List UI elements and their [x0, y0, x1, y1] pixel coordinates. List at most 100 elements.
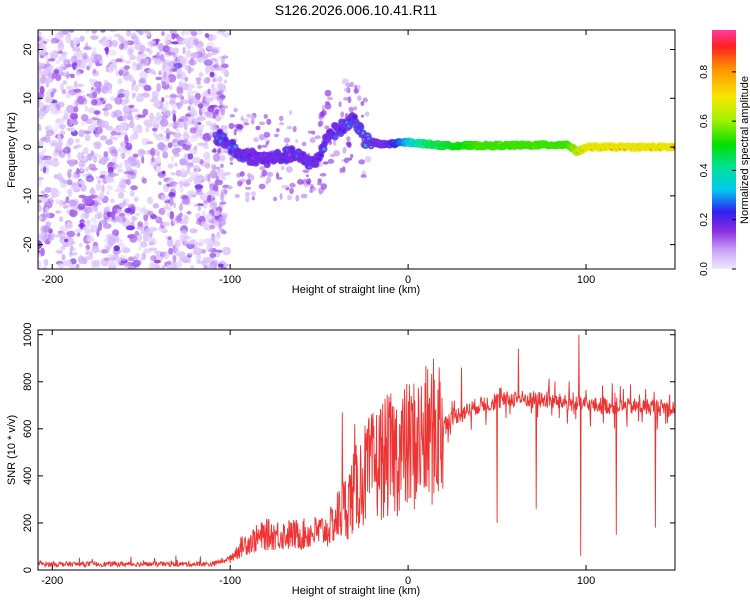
- noise-blob: [103, 151, 109, 158]
- noise-blob: [39, 62, 46, 67]
- noise-blob: [110, 256, 117, 262]
- noise-blob: [75, 144, 82, 148]
- noise-blob: [69, 209, 78, 218]
- noise-blob: [69, 249, 73, 258]
- noise-blob: [209, 224, 216, 230]
- halo-blob: [233, 107, 238, 113]
- noise-blob: [183, 215, 189, 224]
- noise-blob: [49, 50, 58, 59]
- halo-blob: [289, 187, 294, 195]
- halo-blob: [276, 176, 283, 180]
- noise-blob: [152, 103, 160, 107]
- noise-blob: [59, 124, 66, 130]
- noise-blob: [128, 256, 135, 262]
- noise-blob: [111, 157, 117, 164]
- halo-blob: [233, 128, 237, 136]
- noise-blob: [181, 99, 190, 104]
- noise-blob: [198, 103, 204, 109]
- snr-y-axis: 0 200 400 600 800 1000: [22, 322, 675, 573]
- noise-blob: [77, 53, 83, 60]
- halo-blob: [214, 115, 222, 122]
- noise-blob: [222, 32, 231, 38]
- noise-blob: [174, 239, 180, 249]
- noise-blob: [70, 182, 80, 192]
- noise-blob: [135, 94, 143, 103]
- noise-blob: [102, 223, 112, 229]
- noise-blob: [156, 83, 162, 92]
- halo-blob: [364, 156, 372, 163]
- halo-blob: [261, 169, 268, 177]
- halo-blob: [353, 106, 358, 111]
- noise-blob: [41, 148, 47, 154]
- noise-blob: [176, 37, 185, 41]
- halo-blob: [301, 141, 307, 147]
- noise-blob: [197, 142, 207, 146]
- noise-blob: [176, 88, 184, 96]
- noise-blob: [195, 164, 200, 172]
- noise-blob: [152, 122, 160, 129]
- noise-blob: [178, 122, 185, 129]
- noise-blob: [115, 69, 120, 77]
- noise-blob: [38, 41, 46, 50]
- noise-blob: [101, 39, 110, 47]
- noise-blob: [122, 216, 127, 223]
- x-tick-label: -100: [219, 575, 241, 587]
- noise-blob: [40, 136, 47, 142]
- chart-title: S126.2026.006.10.41.R11: [275, 2, 438, 18]
- y-tick-label: 20: [22, 43, 34, 55]
- noise-blob: [59, 216, 64, 223]
- halo-blob: [279, 121, 284, 126]
- noise-blob: [46, 64, 55, 71]
- noise-blob: [119, 261, 125, 266]
- noise-blob: [153, 259, 161, 264]
- halo-blob: [266, 118, 272, 125]
- noise-blob: [112, 164, 119, 168]
- halo-blob: [349, 81, 355, 88]
- noise-blob: [200, 249, 207, 254]
- noise-blob: [67, 168, 73, 173]
- noise-blob: [59, 83, 65, 92]
- colorbar-tick-label: 0.2: [699, 212, 710, 226]
- noise-blob: [125, 225, 135, 231]
- halo-blob: [212, 148, 217, 153]
- noise-blob: [131, 82, 135, 92]
- noise-blob: [180, 168, 186, 177]
- noise-blob: [197, 128, 203, 135]
- y-tick-label: 800: [22, 373, 34, 391]
- noise-blob: [61, 254, 66, 261]
- noise-blob: [56, 59, 60, 65]
- noise-blob: [176, 94, 184, 99]
- noise-blob: [173, 261, 183, 269]
- noise-blob: [86, 93, 90, 97]
- noise-blob: [48, 103, 55, 111]
- noise-blob: [123, 149, 128, 154]
- noise-blob: [74, 80, 78, 89]
- noise-blob: [110, 211, 116, 219]
- noise-blob: [161, 251, 170, 259]
- noise-blob: [52, 88, 56, 94]
- noise-blob: [157, 142, 166, 151]
- halo-blob: [338, 101, 342, 108]
- noise-blob: [49, 196, 54, 201]
- noise-blob: [38, 110, 44, 120]
- noise-blob: [183, 181, 190, 188]
- noise-blob: [90, 204, 94, 213]
- halo-blob: [321, 104, 326, 112]
- noise-blob: [132, 259, 141, 267]
- noise-blob: [76, 153, 82, 159]
- noise-blob: [196, 203, 204, 207]
- noise-blob: [110, 198, 115, 204]
- noise-blob: [207, 88, 211, 95]
- noise-blob: [62, 80, 67, 85]
- noise-blob: [203, 199, 211, 204]
- noise-blob: [197, 176, 207, 183]
- y-tick-label: -20: [22, 237, 34, 253]
- noise-blob: [190, 264, 195, 269]
- noise-blob: [153, 61, 162, 65]
- noise-blob: [143, 84, 152, 92]
- noise-blob: [65, 35, 72, 44]
- noise-blob: [124, 134, 129, 142]
- noise-blob: [199, 159, 204, 165]
- halo-blob: [245, 179, 252, 186]
- noise-blob: [134, 253, 141, 258]
